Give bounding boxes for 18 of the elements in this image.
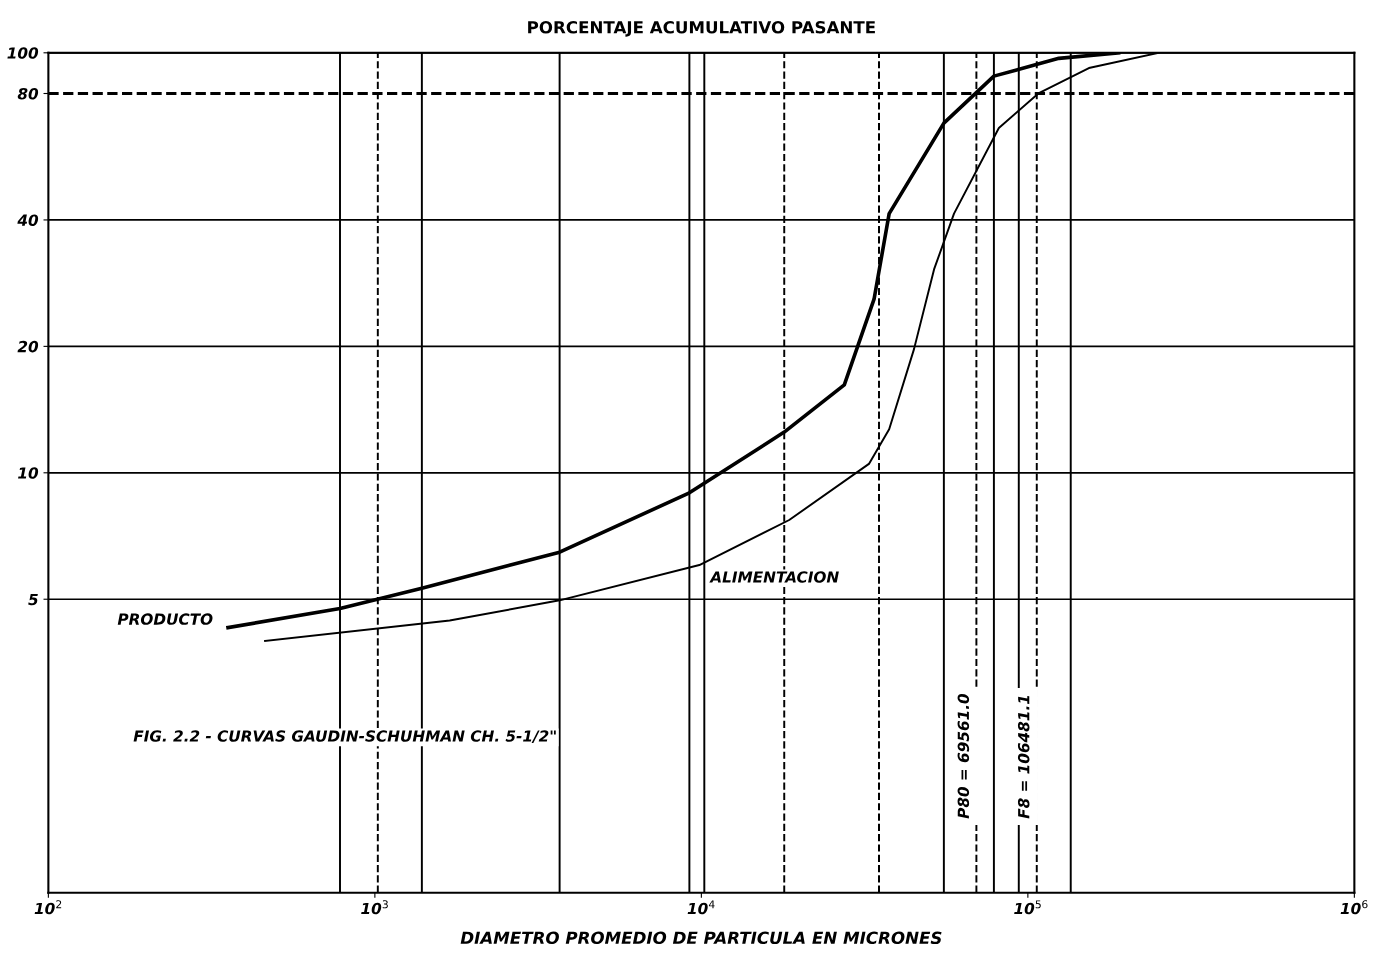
x-tick-label: 10$^{3}$ [361,900,388,915]
y-tick-label: 40 [17,214,39,226]
series-label: PRODUCTO [117,613,213,625]
x-tick-label: 10$^{5}$ [1014,900,1041,915]
x-tick-label: 10$^{2}$ [34,900,62,915]
annotation: FIG. 2.2 - CURVAS GAUDIN-SCHUHMAN CH. 5-1/2" [133,730,556,744]
ref-line-label: F8 = 106481.1 [1017,695,1030,819]
y-tick-label: 5 [28,593,38,606]
y-tick-label: 20 [17,340,39,353]
y-tick-label: 80 [17,87,39,100]
y-tick-label: 10 [18,467,39,479]
ref-line-label: P80 = 69561.0 [957,693,970,819]
series-label: ALIMENTACION [709,571,839,583]
y-tick-label: 100 [7,47,39,59]
x-tick-label: 10$^{4}$ [687,900,715,915]
chart-title: PORCENTAJE ACUMULATIVO PASANTE [528,20,875,37]
x-axis-title: DIAMETRO PROMEDIO DE PARTICULA EN MICRONES [460,931,942,945]
x-tick-label: 10$^{6}$ [1340,900,1368,915]
